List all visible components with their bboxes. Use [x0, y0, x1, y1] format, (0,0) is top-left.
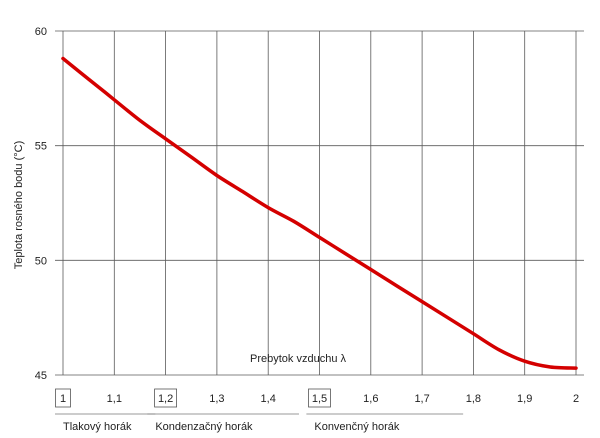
x-tick-label: 1,5 — [312, 393, 327, 405]
series-line — [61, 56, 578, 370]
y-tick-label: 60 — [35, 26, 47, 38]
grid — [55, 30, 584, 376]
x-tick-box — [308, 388, 331, 408]
y-tick-label: 50 — [35, 255, 47, 267]
x-tick-label: 1,4 — [261, 393, 276, 405]
x-axis-ticks: 1 1,1 1,2 1,3 1,4 1,5 1,6 1,7 1,8 1,9 2 — [55, 388, 579, 408]
x-tick-label: 1 — [60, 393, 66, 405]
x-tick-box — [154, 388, 178, 408]
range-label: Tlakový horák — [63, 421, 132, 433]
y-tick-label: 45 — [35, 370, 47, 382]
x-tick-label: 1,3 — [209, 393, 224, 405]
x-tick-label: 1,8 — [466, 393, 481, 405]
range-label: Kondenzačný horák — [155, 421, 253, 433]
series — [61, 56, 578, 370]
x-tick-label: 1,9 — [517, 393, 532, 405]
x-tick-box — [55, 388, 71, 408]
x-axis-label: Prebytok vzduchu λ — [250, 353, 346, 365]
y-tick-label: 55 — [35, 141, 47, 153]
burner-ranges: Tlakový horák Kondenzačný horák Konvenčný … — [55, 413, 464, 433]
x-tick-label: 1,6 — [363, 393, 378, 405]
x-tick-label: 2 — [573, 393, 579, 405]
y-axis-label: Teplota rosného bodu (°C) — [13, 141, 25, 270]
x-tick-label: 1,7 — [414, 393, 429, 405]
y-axis-ticks: 60 55 50 45 — [35, 26, 47, 382]
x-tick-label: 1,1 — [107, 393, 122, 405]
range-label: Konvenčný horák — [314, 421, 399, 433]
x-tick-label: 1,2 — [158, 393, 173, 405]
